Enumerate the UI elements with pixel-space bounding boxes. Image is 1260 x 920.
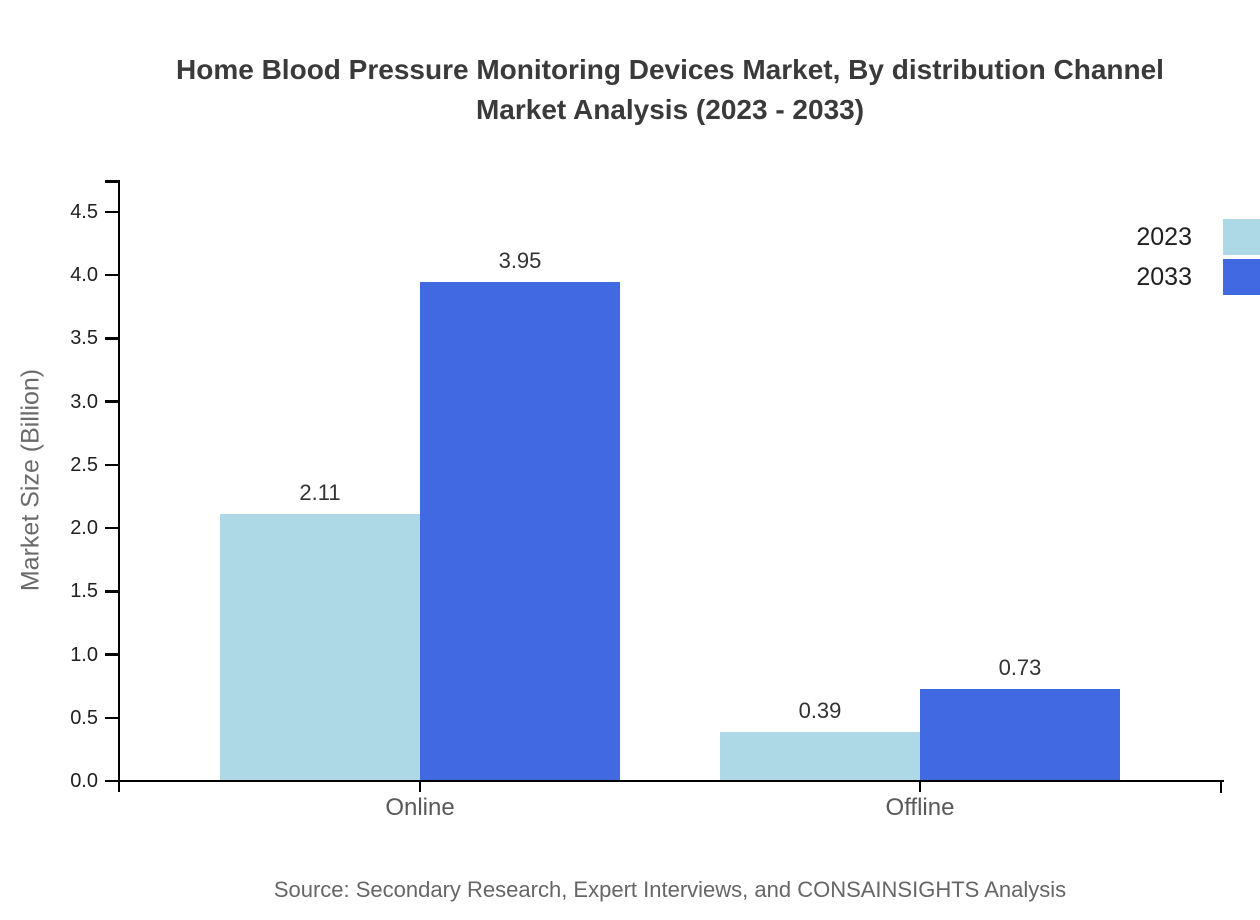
- y-tick: [105, 716, 119, 720]
- y-tick: [105, 653, 119, 656]
- y-tick: [105, 590, 119, 593]
- source-text: Source: Secondary Research, Expert Inter…: [273, 877, 1067, 902]
- chart-title-line-1: Home Blood Pressure Monitoring Devices M…: [176, 54, 1164, 85]
- bar-value-label: 0.73: [998, 654, 1042, 680]
- y-tick-label: 2.5: [70, 453, 98, 476]
- y-tick: [105, 273, 119, 277]
- chart-title-line-2: Market Analysis (2023 - 2033): [475, 94, 865, 125]
- bar-offline-2033: [920, 688, 1120, 781]
- x-axis-right-cap: [1219, 781, 1222, 793]
- y-tick: [105, 337, 119, 340]
- legend-item-label: 2023: [1136, 223, 1192, 251]
- y-tick: [105, 526, 119, 530]
- legend-swatch: [1223, 219, 1260, 255]
- bar-online-2023: [220, 514, 420, 781]
- bar-online-2033: [420, 281, 620, 781]
- bar-value-label: 2.11: [299, 480, 341, 506]
- y-tick-label: 1.5: [70, 580, 98, 603]
- y-tick-label: 1.0: [70, 643, 98, 666]
- x-tick: [918, 781, 922, 792]
- y-tick-label: 0.0: [70, 770, 98, 792]
- y-tick: [105, 210, 119, 214]
- x-axis-line: [105, 779, 1224, 783]
- y-tick: [105, 400, 119, 403]
- y-axis-top-cap: [105, 180, 120, 183]
- y-tick-label: 4.5: [70, 201, 98, 223]
- y-axis-line: [117, 180, 121, 792]
- bar-value-label: 0.39: [798, 697, 842, 723]
- bar-offline-2023: [720, 731, 920, 781]
- y-tick-label: 4.0: [70, 264, 98, 287]
- y-tick-label: 3.5: [70, 327, 98, 350]
- y-tick-label: 0.5: [70, 706, 98, 729]
- y-tick-label: 2.0: [70, 517, 98, 540]
- y-tick: [105, 463, 119, 467]
- x-tick: [418, 781, 422, 792]
- chart-title: Home Blood Pressure Monitoring Devices M…: [80, 50, 1260, 130]
- legend-item: 2033: [1040, 257, 1260, 297]
- legend-item-label: 2033: [1136, 263, 1192, 291]
- bar-value-label: 3.95: [498, 247, 542, 273]
- y-tick-label: 3.0: [70, 390, 98, 413]
- x-category-label: Offline: [885, 794, 955, 821]
- x-category-label: Online: [385, 794, 455, 821]
- legend-item: 2023: [1040, 217, 1260, 257]
- legend-swatch: [1223, 259, 1260, 295]
